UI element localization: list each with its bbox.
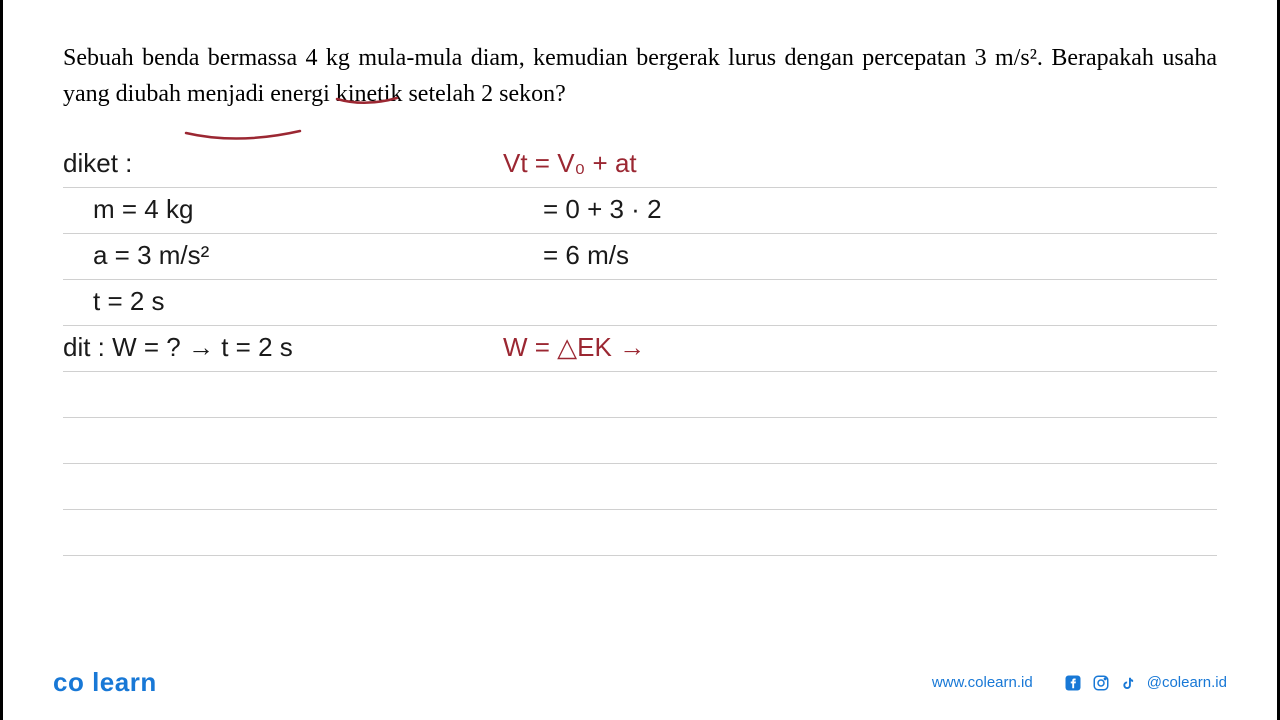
tiktok-icon	[1119, 673, 1139, 693]
ruled-line: m = 4 kg = 0 + 3 · 2	[63, 188, 1217, 234]
ruled-line: diket : Vt = V₀ + at	[63, 142, 1217, 188]
dit-label: dit : W = ? → t = 2 s	[63, 332, 293, 363]
ruled-line	[63, 372, 1217, 418]
footer: co learn www.colearn.id @colearn.id	[3, 667, 1277, 698]
ruled-line	[63, 510, 1217, 556]
work-formula: W = △EK →	[503, 332, 645, 363]
ruled-line	[63, 464, 1217, 510]
footer-right: www.colearn.id @colearn.id	[932, 673, 1227, 693]
ruled-line: a = 3 m/s² = 6 m/s	[63, 234, 1217, 280]
social-links: @colearn.id	[1063, 673, 1227, 693]
ruled-line: t = 2 s	[63, 280, 1217, 326]
worksheet-area: diket : Vt = V₀ + at m = 4 kg = 0 + 3 · …	[63, 142, 1217, 556]
brand-logo: co learn	[53, 667, 157, 698]
time-value: t = 2 s	[93, 286, 165, 317]
question-text: Sebuah benda bermassa 4 kg mula-mula dia…	[63, 40, 1217, 112]
velocity-formula: Vt = V₀ + at	[503, 148, 637, 179]
website-url: www.colearn.id	[932, 674, 1033, 691]
diket-label: diket :	[63, 148, 132, 179]
mass-value: m = 4 kg	[93, 194, 193, 225]
velocity-calc: = 0 + 3 · 2	[543, 194, 662, 225]
ruled-line: dit : W = ? → t = 2 s W = △EK →	[63, 326, 1217, 372]
velocity-result: = 6 m/s	[543, 240, 629, 271]
ruled-line	[63, 418, 1217, 464]
facebook-icon	[1063, 673, 1083, 693]
acceleration-value: a = 3 m/s²	[93, 240, 209, 271]
instagram-icon	[1091, 673, 1111, 693]
social-handle: @colearn.id	[1147, 674, 1227, 691]
